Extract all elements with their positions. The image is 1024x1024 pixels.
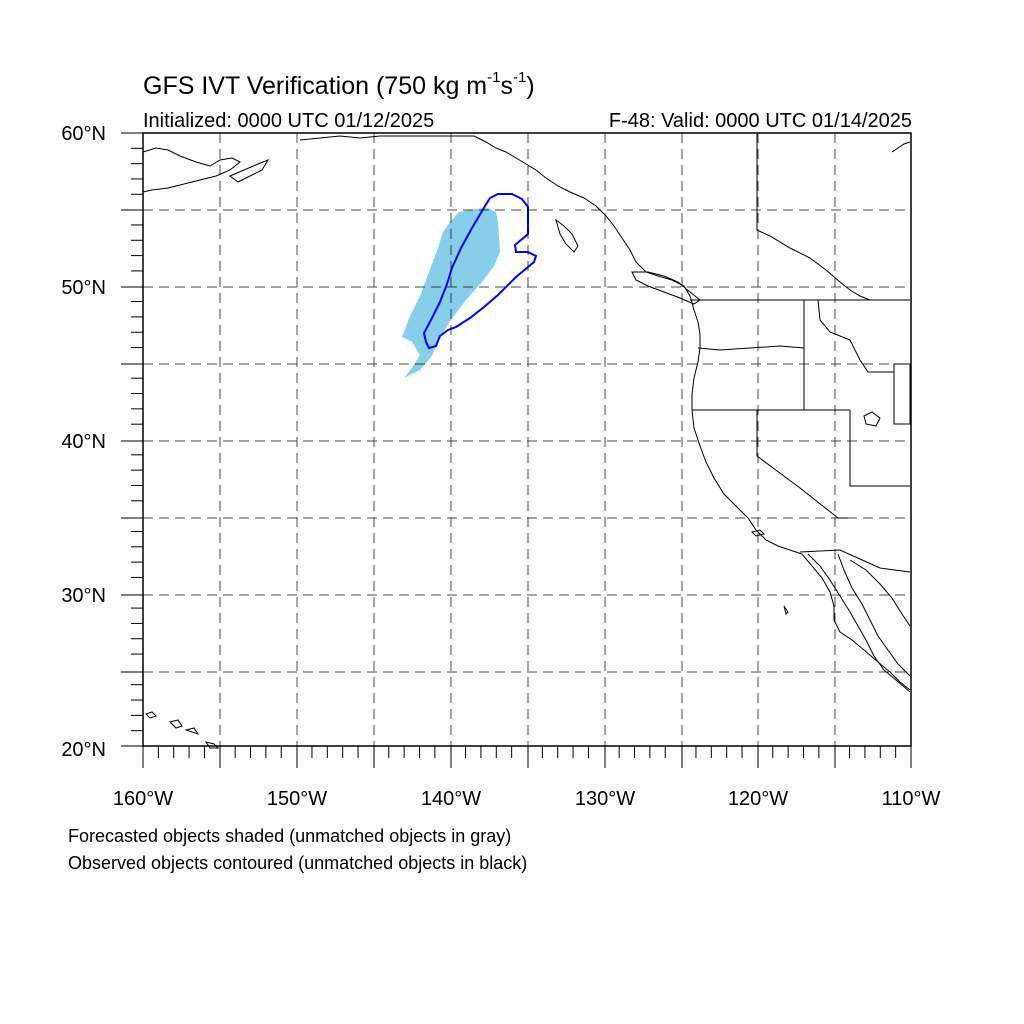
lat-label-20: 20°N [61, 739, 106, 761]
lat-label-60: 60°N [61, 123, 106, 145]
lon-label-120w: 120°W [728, 788, 788, 810]
lat-label-50: 50°N [61, 277, 106, 299]
lon-label-160w: 160°W [113, 788, 173, 810]
footer-note-forecast: Forecasted objects shaded (unmatched obj… [68, 826, 512, 846]
lat-labels: 20°N 30°N 40°N 50°N 60°N [61, 123, 106, 761]
lon-label-110w: 110°W [882, 788, 941, 810]
lon-label-130w: 130°W [575, 788, 635, 810]
footer-note-observed: Observed objects contoured (unmatched ob… [68, 853, 528, 873]
lon-label-140w: 140°W [421, 788, 481, 810]
map-title: GFS IVT Verification (750 kg m-1s-1) [143, 69, 535, 100]
valid-time: F-48: Valid: 0000 UTC 01/14/2025 [608, 110, 912, 132]
initialized-time: Initialized: 0000 UTC 01/12/2025 [143, 110, 435, 132]
lat-label-30: 30°N [61, 585, 106, 607]
lon-label-150w: 150°W [267, 788, 327, 810]
minor-ticks [131, 147, 897, 758]
observed-object-contour [422, 193, 538, 350]
lon-labels: 160°W 150°W 140°W 130°W 120°W 110°W [113, 788, 941, 810]
graticule [143, 133, 911, 746]
axis-ticks [121, 132, 912, 768]
map-frame [142, 132, 912, 747]
lat-label-40: 40°N [61, 431, 106, 453]
